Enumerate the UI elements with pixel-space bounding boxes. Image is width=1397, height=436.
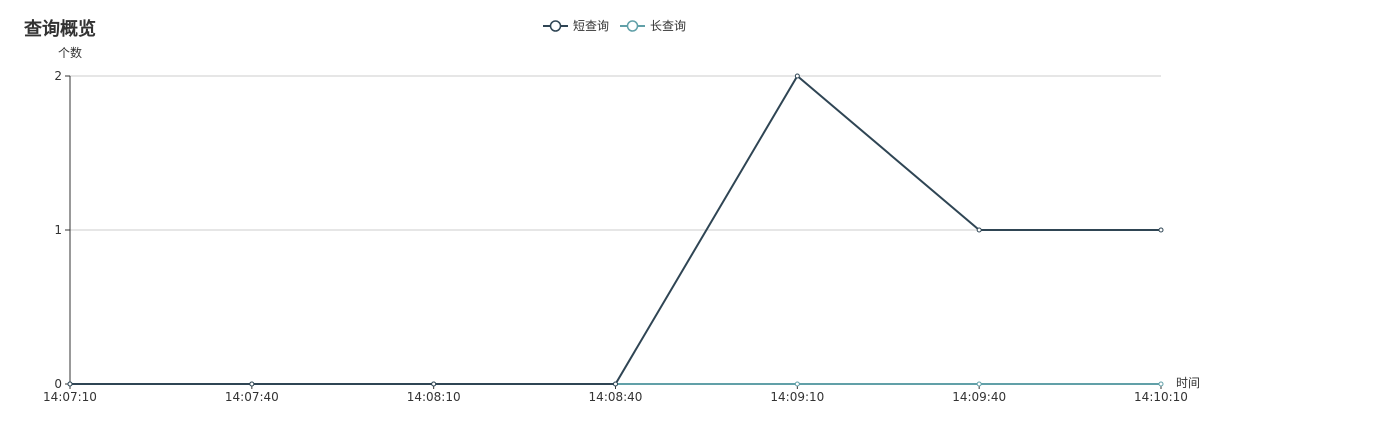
data-point <box>794 73 800 79</box>
data-point <box>67 381 73 387</box>
x-tick-label: 14:10:10 <box>1134 390 1188 404</box>
x-tick-label: 14:08:40 <box>589 390 643 404</box>
x-tick-label: 14:07:40 <box>225 390 279 404</box>
legend-label: 长查询 <box>650 19 686 33</box>
x-tick-label: 14:08:10 <box>407 390 461 404</box>
data-point <box>613 381 618 387</box>
x-tick-label: 14:09:10 <box>770 390 824 404</box>
data-point <box>794 381 800 387</box>
legend-marker-icon <box>626 20 639 32</box>
data-point <box>976 227 982 233</box>
page-title: 查询概览 <box>24 19 96 40</box>
y-tick-label: 2 <box>54 69 62 83</box>
legend-item-1[interactable]: 长查询 <box>620 19 686 33</box>
data-point <box>976 381 982 387</box>
y-tick-label: 1 <box>54 223 62 237</box>
y-axis-title: 个数 <box>58 45 82 60</box>
legend-marker-icon <box>549 20 562 32</box>
y-tick-label: 0 <box>54 377 62 391</box>
data-point <box>249 381 255 387</box>
x-axis-title: 时间 <box>1176 376 1200 390</box>
data-point <box>1158 227 1164 233</box>
x-tick-label: 14:09:40 <box>952 390 1006 404</box>
data-point <box>1158 381 1164 387</box>
x-tick-label: 14:07:10 <box>43 390 97 404</box>
legend-item-0[interactable]: 短查询 <box>543 19 609 33</box>
legend-label: 短查询 <box>573 19 609 33</box>
data-point <box>431 381 437 387</box>
